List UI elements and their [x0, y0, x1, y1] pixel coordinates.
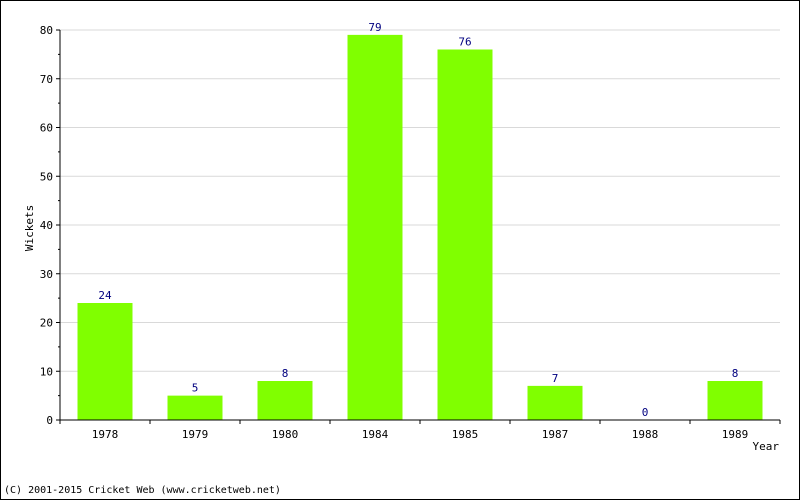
y-tick-labels: 0 10 20 30 40 50 60 70 80: [40, 24, 53, 427]
bar-value-label: 8: [732, 367, 739, 380]
bar-value-label: 76: [458, 36, 471, 49]
y-tick-label: 40: [40, 219, 53, 232]
y-tick-label: 10: [40, 365, 53, 378]
bar: [77, 303, 133, 420]
x-tick-labels: 1978 1979 1980 1984 1985 1987 1988 1989: [92, 428, 749, 441]
y-tick-label: 0: [46, 414, 53, 427]
x-tick-label: 1984: [362, 428, 389, 441]
bar: [527, 385, 583, 420]
bar-value-label: 5: [192, 382, 199, 395]
bar: [257, 381, 313, 420]
bar: [167, 395, 223, 420]
axes: [56, 29, 781, 424]
bar: [347, 34, 403, 420]
grid-lines: [60, 29, 780, 372]
x-tick-label: 1978: [92, 428, 119, 441]
bar-value-label: 0: [642, 406, 649, 419]
y-tick-label: 30: [40, 268, 53, 281]
copyright-text: (C) 2001-2015 Cricket Web (www.cricketwe…: [4, 485, 281, 496]
bar-value-label: 24: [98, 289, 112, 302]
x-tick-label: 1989: [722, 428, 749, 441]
bar-value-label: 7: [552, 372, 559, 385]
bar: [707, 381, 763, 420]
x-tick-label: 1979: [182, 428, 209, 441]
x-tick-label: 1987: [542, 428, 569, 441]
bar-value-label: 8: [282, 367, 289, 380]
x-tick-label: 1988: [632, 428, 659, 441]
bars: [77, 34, 763, 420]
bar: [437, 49, 493, 420]
y-tick-label: 80: [40, 24, 53, 37]
x-tick-label: 1985: [452, 428, 479, 441]
value-labels: 24 5 8 79 76 7 0 8: [98, 21, 738, 419]
y-tick-label: 50: [40, 170, 53, 183]
y-tick-label: 20: [40, 317, 53, 330]
x-axis-title: Year: [753, 440, 780, 453]
bar-value-label: 79: [368, 21, 381, 34]
y-tick-label: 70: [40, 73, 53, 86]
x-tick-label: 1980: [272, 428, 299, 441]
y-axis-title: Wickets: [23, 205, 36, 251]
y-tick-label: 60: [40, 122, 53, 135]
